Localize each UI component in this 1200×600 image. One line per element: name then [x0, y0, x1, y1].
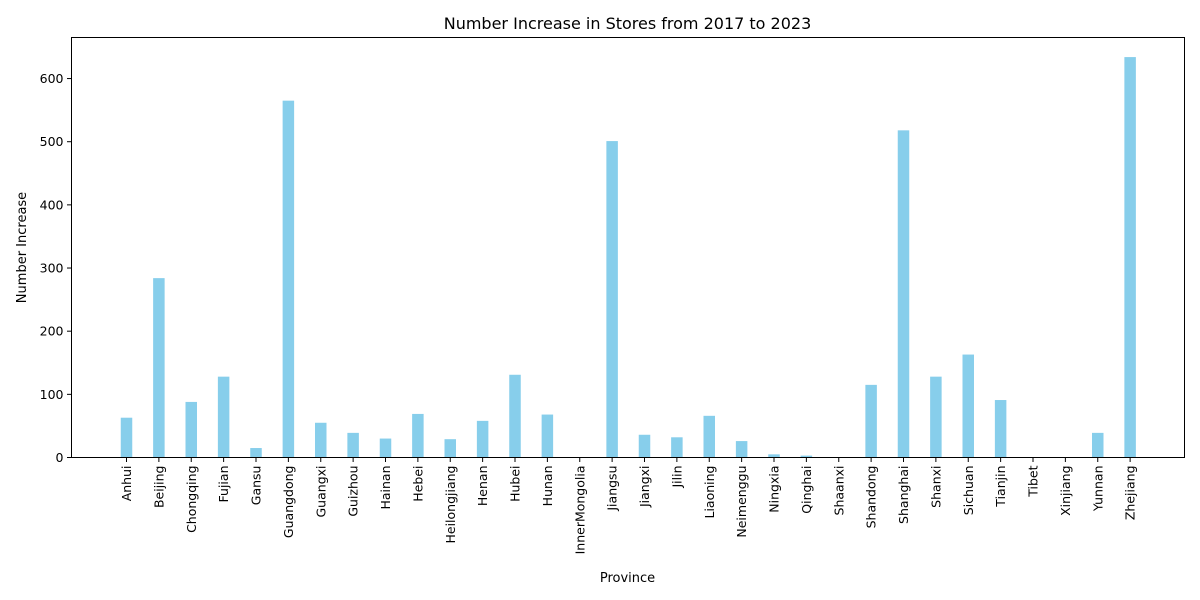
- bars-group: [120, 57, 1136, 458]
- x-tick-label: Tibet: [1026, 465, 1041, 497]
- bar-zhejiang: [1124, 57, 1136, 458]
- bar-hubei: [509, 374, 521, 458]
- x-tick-label: Fujian: [216, 466, 231, 503]
- y-tick-label: 200: [40, 324, 64, 339]
- bar-jilin: [671, 437, 683, 458]
- x-tick-label: Shandong: [864, 466, 879, 529]
- bar-yunnan: [1092, 432, 1104, 458]
- bar-anhui: [120, 417, 133, 458]
- x-tick-label: Guangxi: [313, 466, 328, 518]
- x-tick-label: Jiangsu: [605, 466, 620, 512]
- x-tick-label: Anhui: [119, 466, 134, 502]
- x-tick-label: Qinghai: [799, 466, 814, 514]
- bar-hainan: [379, 438, 392, 458]
- bar-qinghai: [800, 455, 813, 458]
- bar-jiangxi: [638, 434, 651, 458]
- x-tick-label: Xinjiang: [1058, 466, 1073, 516]
- y-tick-label: 100: [40, 387, 64, 402]
- x-tick-label: Heilongjiang: [443, 466, 458, 544]
- bar-ningxia: [768, 454, 780, 458]
- y-axis-label: Number Increase: [15, 192, 30, 303]
- bar-gansu: [250, 448, 262, 458]
- y-tick-label: 600: [40, 71, 64, 86]
- bar-tianjin: [994, 400, 1007, 458]
- bar-beijing: [153, 278, 165, 458]
- x-tick-label: Hebei: [410, 466, 425, 502]
- x-tick-label: Liaoning: [702, 466, 717, 519]
- bar-hebei: [412, 413, 424, 458]
- plot-area-frame: [71, 37, 1185, 458]
- x-tick-label: Shaanxi: [831, 466, 846, 516]
- bar-fujian: [217, 376, 230, 458]
- x-tick-label: Beijing: [151, 466, 166, 509]
- bar-jiangsu: [606, 141, 618, 458]
- x-tick-label: Jilin: [669, 466, 684, 489]
- x-tick-label: Gansu: [249, 466, 264, 506]
- bar-shanxi: [930, 376, 942, 458]
- y-tick-label: 300: [40, 261, 64, 276]
- bar-heilongjiang: [444, 439, 456, 458]
- y-tick-label: 0: [56, 450, 64, 465]
- bar-hunan: [541, 414, 554, 458]
- bar-liaoning: [703, 415, 715, 458]
- x-tick-label: Guangdong: [281, 466, 296, 539]
- x-tick-label: Hubei: [508, 466, 523, 502]
- bar-shandong: [865, 384, 877, 458]
- chart-title: Number Increase in Stores from 2017 to 2…: [444, 14, 812, 33]
- x-axis-label: Province: [600, 571, 655, 586]
- x-tick-label: Zhejiang: [1123, 466, 1138, 521]
- x-tick-label: Ningxia: [767, 466, 782, 513]
- x-tick-label: Henan: [475, 466, 490, 507]
- x-tick-label: Sichuan: [961, 466, 976, 516]
- x-tick-label: Chongqing: [184, 466, 199, 533]
- x-tick-label: Shanghai: [896, 466, 911, 524]
- bar-guangdong: [282, 100, 295, 458]
- bar-shanghai: [897, 130, 910, 458]
- y-tick-label: 400: [40, 197, 64, 212]
- x-tick-label: Neimenggu: [734, 466, 749, 538]
- y-axis-ticks: 0 100 200 300 400 500 600: [40, 71, 72, 465]
- x-tick-label: Jiangxi: [637, 466, 652, 509]
- bar-neimenggu: [735, 441, 748, 458]
- x-axis-ticks: Anhui Beijing Chongqing Fujian Gansu Guangdon…: [119, 457, 1138, 555]
- x-tick-label: Yunnan: [1090, 466, 1105, 513]
- bar-henan: [476, 420, 489, 458]
- bar-guangxi: [315, 422, 327, 458]
- x-tick-label: Hainan: [378, 466, 393, 510]
- bar-sichuan: [962, 354, 974, 458]
- x-tick-label: Guizhou: [346, 466, 361, 517]
- x-tick-label: Hunan: [540, 466, 555, 507]
- x-tick-label: InnerMongolia: [572, 466, 587, 555]
- y-tick-label: 500: [40, 134, 64, 149]
- x-tick-label: Tianjin: [993, 466, 1008, 508]
- bar-chongqing: [185, 401, 197, 458]
- x-tick-label: Shanxi: [928, 466, 943, 508]
- bar-guizhou: [347, 432, 359, 458]
